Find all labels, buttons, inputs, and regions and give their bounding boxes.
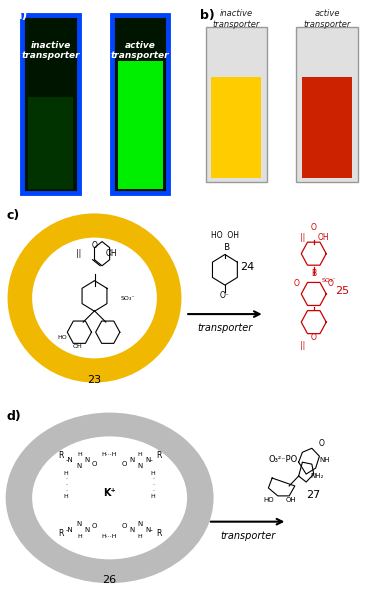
- Text: N: N: [137, 463, 143, 469]
- Text: B: B: [311, 269, 316, 278]
- FancyBboxPatch shape: [296, 27, 358, 182]
- Text: ||: ||: [300, 233, 305, 242]
- Text: O: O: [122, 461, 127, 467]
- Text: O: O: [294, 279, 300, 288]
- Text: inactive
transporter: inactive transporter: [21, 41, 80, 60]
- Bar: [28, 97, 73, 189]
- Text: ||: ||: [76, 249, 81, 258]
- Text: H
·
·
·
H: H · · · H: [151, 471, 155, 499]
- Text: SO₃⁻: SO₃⁻: [121, 296, 136, 301]
- FancyBboxPatch shape: [206, 27, 267, 182]
- Text: N: N: [84, 526, 90, 532]
- FancyBboxPatch shape: [112, 15, 169, 194]
- Text: N: N: [77, 463, 82, 469]
- Text: 27: 27: [307, 490, 321, 500]
- Text: R: R: [156, 528, 161, 537]
- Text: active
transporter: active transporter: [303, 9, 351, 29]
- Text: inactive
transporter: inactive transporter: [212, 9, 260, 29]
- Bar: [211, 77, 261, 177]
- Text: OH: OH: [106, 249, 117, 258]
- Text: N: N: [77, 520, 82, 526]
- Text: R: R: [58, 451, 63, 460]
- Ellipse shape: [32, 436, 187, 560]
- Text: O: O: [328, 279, 334, 288]
- Text: SO₃⁻: SO₃⁻: [322, 278, 336, 283]
- Text: 23: 23: [87, 374, 102, 385]
- Text: 24: 24: [240, 262, 255, 272]
- Text: d): d): [7, 410, 22, 423]
- Text: N-: N-: [146, 457, 153, 463]
- Text: NH: NH: [320, 457, 330, 463]
- Text: ||: ||: [300, 341, 305, 350]
- Text: N: N: [130, 457, 135, 463]
- Text: H···H: H···H: [102, 452, 118, 457]
- Text: transporter: transporter: [220, 531, 275, 540]
- Text: O: O: [318, 439, 324, 448]
- Text: 25: 25: [335, 286, 349, 296]
- Text: R: R: [156, 451, 161, 460]
- Text: OH: OH: [318, 233, 329, 242]
- Text: -N: -N: [66, 457, 74, 463]
- Text: H
·
·
·
H: H · · · H: [64, 471, 68, 499]
- Ellipse shape: [32, 237, 157, 358]
- Text: b): b): [200, 9, 215, 22]
- Text: R: R: [58, 528, 63, 537]
- Ellipse shape: [6, 412, 214, 583]
- Text: O⁻: O⁻: [220, 291, 230, 300]
- Text: H: H: [77, 452, 82, 457]
- Text: transporter: transporter: [197, 323, 253, 333]
- Text: OH: OH: [286, 497, 296, 503]
- Text: O: O: [122, 523, 127, 529]
- Bar: [118, 61, 163, 189]
- Text: O: O: [92, 461, 97, 467]
- Text: H: H: [138, 534, 142, 538]
- Text: O: O: [311, 334, 317, 342]
- Text: N: N: [130, 526, 135, 532]
- Ellipse shape: [8, 213, 181, 382]
- Text: N: N: [137, 520, 143, 526]
- Bar: [302, 77, 352, 177]
- Text: O: O: [311, 222, 317, 231]
- Text: OH: OH: [73, 344, 82, 349]
- Text: K⁺: K⁺: [103, 488, 116, 498]
- Text: O: O: [92, 523, 97, 529]
- Text: B: B: [219, 243, 231, 252]
- Text: H: H: [77, 534, 82, 538]
- Text: O: O: [91, 240, 98, 249]
- Text: H: H: [138, 452, 142, 457]
- Text: 26: 26: [102, 575, 117, 585]
- Text: NH₂: NH₂: [311, 473, 324, 479]
- Text: H···H: H···H: [102, 534, 118, 538]
- Text: HO: HO: [57, 335, 67, 340]
- Text: HO: HO: [263, 497, 274, 503]
- Text: a): a): [13, 9, 28, 22]
- Text: O₃²⁻PO: O₃²⁻PO: [269, 455, 298, 464]
- Text: HO  OH: HO OH: [211, 231, 239, 240]
- FancyBboxPatch shape: [23, 15, 79, 194]
- Text: c): c): [7, 209, 20, 222]
- Text: N-: N-: [146, 526, 153, 532]
- Text: active
transporter: active transporter: [111, 41, 170, 60]
- Text: -N: -N: [66, 526, 74, 532]
- Text: N: N: [84, 457, 90, 463]
